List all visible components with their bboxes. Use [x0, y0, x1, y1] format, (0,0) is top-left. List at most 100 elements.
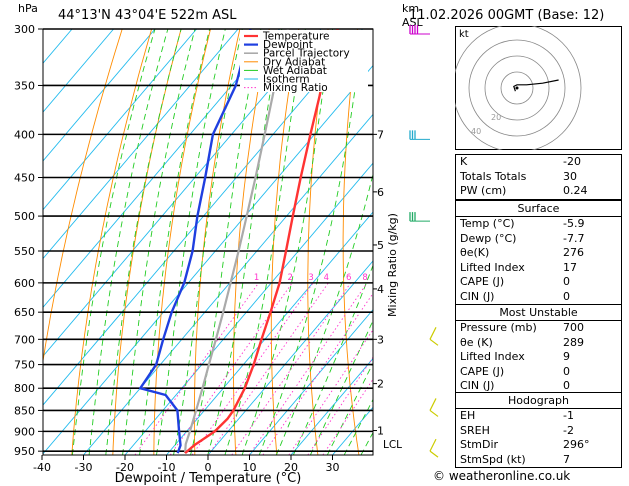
temperature-line: [184, 29, 339, 455]
dewpoint-line: [139, 29, 252, 454]
wind-barb: [429, 398, 437, 411]
isotherm-line: [290, 357, 373, 455]
wet-adiabat-line: [241, 29, 334, 455]
index-value: 30: [563, 169, 577, 183]
index-value: 0: [563, 275, 570, 289]
datetime-title: 11.02.2026 00GMT (Base: 12): [409, 8, 605, 23]
index-value: -7.7: [563, 231, 585, 245]
hodo-row: EH -1: [456, 409, 621, 424]
index-label: Lifted Index: [460, 350, 525, 364]
index-label: CAPE (J): [460, 275, 505, 289]
hodograph-ring-label: 40: [471, 127, 481, 136]
index-row-pw: PW (cm) 0.24: [456, 184, 621, 199]
mixing-ratio-line: [231, 282, 352, 455]
index-value: 0: [563, 379, 570, 393]
pressure-tick-label: 850: [14, 404, 35, 417]
wind-barb: [429, 338, 439, 346]
index-row-totals: Totals Totals 30: [456, 170, 621, 185]
pressure-tick-label: 400: [14, 128, 35, 141]
mixing-ratio-label: 10: [373, 273, 384, 283]
legend-box: [240, 30, 368, 92]
wet-adiabat-line: [155, 29, 226, 455]
index-value: 700: [563, 321, 584, 334]
index-label: CAPE (J): [460, 364, 505, 378]
dry-adiabat-line: [411, 29, 442, 455]
hodograph-frame: [455, 26, 622, 150]
legend-label: Parcel Trajectory: [263, 48, 350, 60]
index-label: CIN (J): [460, 289, 495, 303]
copyright[interactable]: © weatheronline.co.uk: [433, 469, 571, 483]
km-tick-label: 1: [377, 425, 384, 438]
mixing-ratio-line: [262, 292, 373, 455]
wind-barb: [429, 409, 439, 417]
km-tick-label: 3: [377, 333, 384, 346]
hodograph-trace: [513, 79, 559, 92]
index-value: -2: [563, 423, 574, 437]
mu-row: CIN (J) 0: [456, 379, 621, 394]
index-label: θe(K): [460, 246, 490, 260]
legend-label: Dry Adiabat: [263, 56, 325, 68]
index-label: PW (cm): [460, 184, 507, 198]
hodograph-ring: [455, 26, 582, 150]
index-value: 0: [563, 364, 570, 378]
wet-adiabat-line: [258, 29, 365, 455]
mixing-ratio-label: 3: [308, 273, 313, 283]
index-value: 9: [563, 350, 570, 364]
x-tick-label: 30: [326, 461, 340, 474]
mixing-ratio-label: 4: [324, 273, 329, 283]
most-unstable-panel: Most Unstable Pressure (mb) 700 θe (K) 289…: [455, 304, 622, 395]
mu-row: θe (K) 289: [456, 336, 621, 351]
x-tick-label: -40: [33, 461, 51, 474]
isotherm-line: [43, 29, 197, 211]
km-label: km: [402, 2, 420, 15]
hodo-row: SREH -2: [456, 424, 621, 439]
pressure-tick-label: 950: [14, 445, 35, 458]
mixing-ratio-axis-label: Mixing Ratio (g/kg): [386, 213, 399, 317]
index-value: 17: [563, 260, 577, 274]
mixing-ratio-label: 25: [429, 273, 440, 283]
indices-top-panel: K -20 Totals Totals 30 PW (cm) 0.24: [455, 154, 622, 200]
index-label: StmDir: [460, 438, 499, 452]
hodograph: 20 40 kt: [455, 26, 622, 150]
index-label: Totals Totals: [460, 169, 527, 183]
km-tick-label: 4: [377, 283, 384, 296]
mixing-ratio-label: 6: [346, 273, 351, 283]
index-label: Lifted Index: [460, 260, 525, 274]
surface-title: Surface: [517, 202, 560, 215]
x-tick-label: -30: [75, 461, 93, 474]
pressure-tick-label: 700: [14, 333, 35, 346]
location-title: 44°13'N 43°04'E 522m ASL: [58, 8, 237, 23]
index-value: -5.9: [563, 217, 585, 230]
x-axis-label: Dewpoint / Temperature (°C): [115, 471, 302, 486]
index-row-k: K -20: [456, 155, 621, 170]
isotherm-line: [166, 211, 373, 455]
mu-row: Lifted Index 9: [456, 350, 621, 365]
index-value: 296°: [563, 438, 590, 452]
isotherm-line: [207, 260, 373, 455]
surface-row: CIN (J) 0: [456, 290, 621, 305]
pressure-tick-label: 650: [14, 306, 35, 319]
wet-adiabat-line: [275, 172, 373, 455]
pressure-tick-label: 550: [14, 245, 35, 258]
legend-label: Mixing Ratio: [263, 82, 328, 94]
index-value: -1: [563, 409, 574, 422]
pressure-tick-label: 900: [14, 425, 35, 438]
surface-row: Lifted Index 17: [456, 261, 621, 276]
x-tick-label: 10: [243, 461, 257, 474]
isotherm-line: [43, 29, 363, 406]
mixing-ratio-line: [307, 356, 373, 455]
hodograph-ring: [484, 55, 550, 121]
profiles: [139, 29, 339, 455]
index-label: Pressure (mb): [460, 321, 537, 334]
pressure-tick-label: 800: [14, 382, 35, 395]
pressure-tick-label: 600: [14, 277, 35, 290]
hodograph-origin: [515, 86, 519, 90]
wind-flags: [409, 25, 439, 458]
pressure-tick-label: 450: [14, 172, 35, 185]
hodograph-kt-label: kt: [459, 29, 469, 40]
isotherm-line: [43, 29, 156, 162]
hodograph-panel: Hodograph EH -1 SREH -2 StmDir 296° StmSpd …: [455, 392, 622, 469]
wind-barb: [429, 327, 437, 340]
